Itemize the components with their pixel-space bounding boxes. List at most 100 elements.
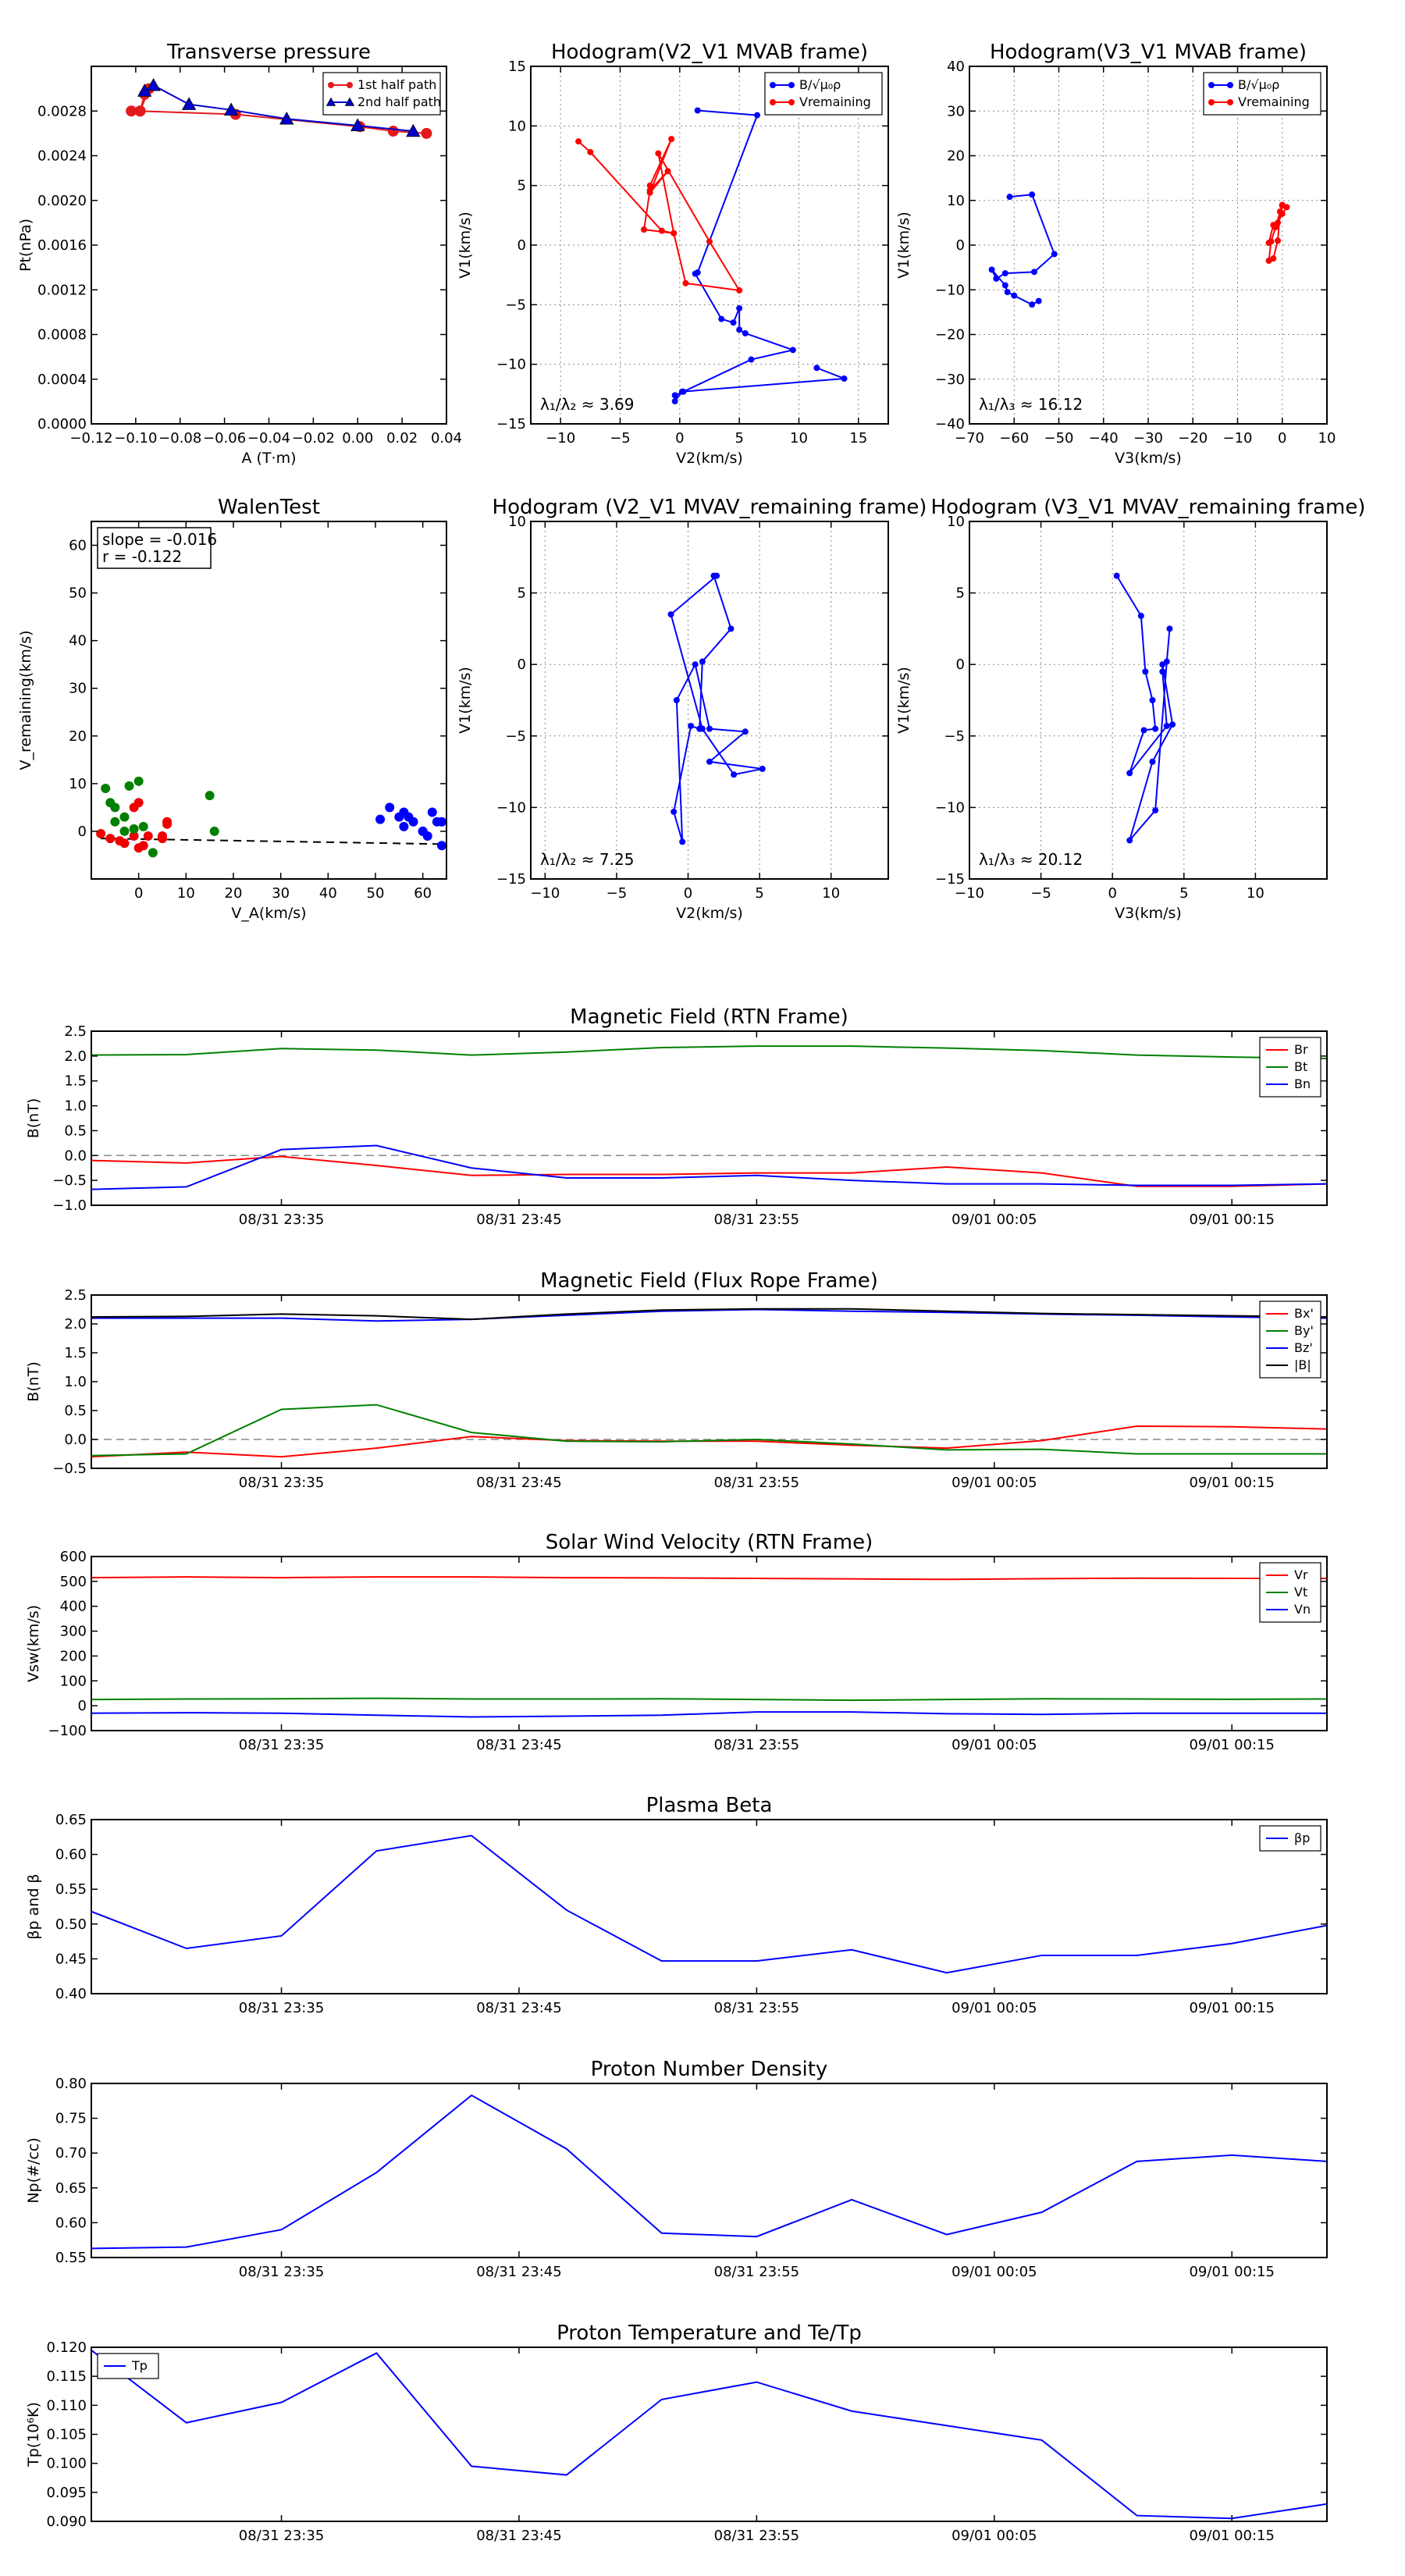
x-tick-label: 08/31 23:35: [239, 1212, 324, 1228]
legend-label: Bz': [1294, 1340, 1313, 1355]
y-tick-label: −1.0: [52, 1197, 87, 1214]
x-tick-label: 0: [675, 430, 684, 447]
series-b--point: [754, 112, 761, 119]
legend-label: Vremaining: [1238, 94, 1310, 109]
plot-frame: [530, 521, 889, 880]
stats-text: slope = -0.016: [102, 530, 217, 549]
legend-label: Vr: [1294, 1567, 1308, 1582]
series-b--point: [736, 326, 743, 333]
y-tick-label: −10: [496, 799, 526, 816]
legend-marker: [328, 82, 334, 88]
y-tick-label: −40: [935, 416, 965, 432]
y-axis-label: Np(#/cc): [25, 2137, 42, 2203]
series-2nd-half-path-point: [181, 97, 197, 110]
series-0-point: [162, 817, 173, 827]
series-0-point: [713, 572, 720, 579]
series-0-point: [105, 834, 116, 844]
series-vremaining-point: [587, 148, 594, 155]
series-vremaining-point: [575, 138, 582, 145]
chart-title: Proton Temperature and Te/Tp: [557, 2322, 862, 2345]
series-vremaining-point: [706, 238, 713, 245]
legend-marker: [770, 99, 776, 105]
series-1st-half-path-point: [134, 105, 146, 117]
series-0-point: [727, 625, 735, 632]
chart-t4: 08/31 23:35 08/31 23:45 08/31 23:55 09/01 0…: [25, 1794, 1328, 2016]
y-tick-label: 0.0028: [37, 103, 87, 119]
series-b--point: [694, 107, 701, 114]
series-b--point: [1011, 292, 1018, 299]
y-tick-label: 0: [78, 1698, 87, 1714]
plot-frame: [91, 1556, 1328, 1731]
plot-frame: [91, 521, 447, 880]
x-tick-label: −5: [606, 885, 628, 902]
series-b--point: [1031, 269, 1038, 276]
series-1-point: [209, 826, 219, 836]
x-tick-label: 08/31 23:55: [714, 2264, 799, 2280]
x-tick-label: −0.02: [292, 430, 335, 447]
series-vremaining-point: [1275, 237, 1282, 244]
x-tick-label: −0.10: [114, 430, 157, 447]
series-vn-line: [91, 1711, 1327, 1718]
series-0-point: [133, 843, 144, 853]
chart-t5: 08/31 23:35 08/31 23:45 08/31 23:55 09/01 0…: [25, 2058, 1328, 2280]
series-b--point: [993, 275, 1000, 282]
legend-label: B/√μ₀ρ: [799, 77, 841, 92]
x-axis-label: V3(km/s): [1115, 450, 1182, 467]
legend-marker: [1208, 99, 1215, 105]
x-tick-label: 0.00: [342, 430, 373, 447]
y-tick-label: 50: [69, 585, 87, 602]
series-b--point: [678, 388, 685, 395]
x-tick-label: 40: [319, 885, 337, 902]
chart-title: Hodogram(V2_V1 MVAB frame): [551, 41, 868, 64]
series-0-point: [699, 725, 706, 732]
y-tick-label: 30: [69, 681, 87, 697]
legend-label: Br: [1294, 1042, 1308, 1057]
series-0-point: [706, 758, 713, 765]
x-axis-label: V2(km/s): [676, 905, 743, 922]
y-tick-label: 5: [518, 585, 526, 602]
x-tick-label: −20: [1178, 430, 1208, 447]
y-tick-label: 0.40: [55, 1986, 87, 2002]
stats-box: [97, 527, 212, 569]
y-tick-label: 0.0: [64, 1432, 87, 1448]
plot-area: [91, 1820, 1327, 1994]
series-b--point: [736, 304, 743, 311]
data-layer: [91, 2349, 1327, 2520]
series-1-point: [133, 776, 144, 786]
series-vremaining-point: [658, 227, 665, 234]
data-layer: [667, 572, 766, 845]
x-tick-label: −0.06: [203, 430, 246, 447]
series-b--point: [692, 270, 699, 277]
series-vremaining-point: [664, 168, 671, 175]
y-axis-label: V1(km/s): [895, 212, 912, 279]
legend-marker: [1227, 99, 1233, 105]
legend-label: 1st half path: [357, 77, 436, 92]
y-tick-label: 0.0016: [37, 237, 87, 254]
y-tick-label: 500: [60, 1574, 87, 1590]
chart-title: Magnetic Field (Flux Rope Frame): [540, 1269, 878, 1293]
legend-label: Tp: [131, 2358, 148, 2373]
legend-label: 2nd half path: [357, 94, 441, 109]
legend-label: |B|: [1294, 1357, 1311, 1372]
y-tick-label: 0.5: [64, 1403, 87, 1419]
y-tick-label: 300: [60, 1624, 87, 1640]
series-0-point: [1152, 725, 1159, 732]
y-axis-label: B(nT): [25, 1361, 42, 1402]
y-axis-label: V1(km/s): [457, 212, 474, 279]
y-tick-label: 0.45: [55, 1951, 87, 1967]
series-0-point: [129, 831, 139, 841]
plot-area: [969, 521, 1327, 879]
series-2-point: [399, 807, 409, 817]
y-tick-label: 15: [508, 59, 526, 75]
legend-marker: [325, 97, 336, 106]
y-tick-label: 2.5: [64, 1287, 87, 1304]
y-tick-label: 1.5: [64, 1073, 87, 1090]
series-0-point: [133, 798, 144, 808]
x-tick-label: 0: [1278, 430, 1286, 447]
series-1-point: [110, 802, 120, 813]
y-axis-label: Vsw(km/s): [25, 1605, 42, 1682]
y-tick-label: 0.115: [46, 2368, 87, 2385]
series-b--point: [742, 329, 749, 336]
series-2nd-half-path-point: [279, 111, 294, 125]
series-b--point: [1035, 297, 1042, 304]
